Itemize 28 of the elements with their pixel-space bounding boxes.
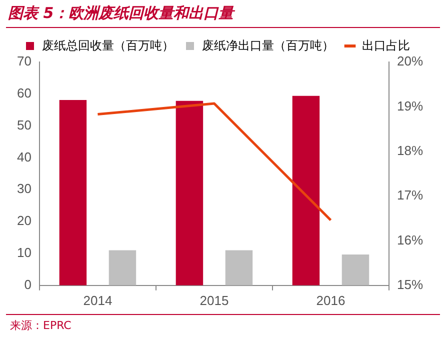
y-tick-label: 60 (16, 85, 32, 100)
y2-tick-label: 18% (396, 142, 424, 158)
legend-label: 废纸总回收量（百万吨） (42, 38, 174, 52)
legend-label: 废纸净出口量（百万吨） (202, 38, 334, 52)
y-tick-label: 30 (16, 181, 32, 196)
y2-tick-label: 16% (396, 232, 424, 248)
y2-tick-label: 19% (396, 98, 424, 114)
source-note: 来源：EPRC (10, 318, 72, 333)
chart-title: 图表 5：欧洲废纸回收量和出口量 (8, 4, 234, 23)
y-tick-label: 20 (16, 213, 32, 228)
bar (108, 250, 136, 286)
bar (292, 96, 320, 286)
y2-tick-label: 20% (396, 54, 424, 69)
bar (59, 100, 87, 286)
y-tick-label: 10 (16, 245, 32, 260)
y-tick-label: 50 (16, 117, 32, 132)
x-tick-label: 2015 (200, 292, 229, 308)
bar (176, 100, 204, 286)
bar (342, 254, 370, 286)
legend-label: 出口占比 (362, 38, 410, 52)
y2-tick-label: 17% (396, 188, 424, 203)
y-tick-label: 0 (24, 276, 32, 292)
y-tick-label: 40 (16, 149, 32, 164)
bar (225, 250, 253, 286)
x-tick-label: 2014 (83, 292, 112, 308)
x-tick-label: 2016 (316, 292, 346, 308)
y2-tick-label: 15% (396, 276, 424, 292)
y-tick-label: 70 (16, 54, 32, 69)
